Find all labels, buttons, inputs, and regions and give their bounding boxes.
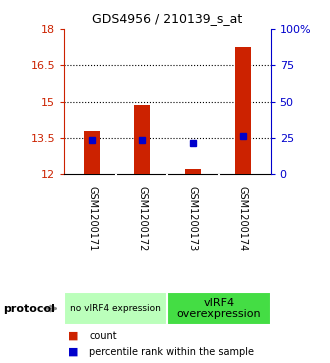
Text: ■: ■ [68,347,78,357]
Text: protocol: protocol [3,303,55,314]
Title: GDS4956 / 210139_s_at: GDS4956 / 210139_s_at [92,12,243,25]
Text: GSM1200174: GSM1200174 [238,186,248,251]
Text: percentile rank within the sample: percentile rank within the sample [89,347,254,357]
Text: no vIRF4 expression: no vIRF4 expression [71,304,161,313]
Text: count: count [89,331,117,341]
Bar [84,131,100,174]
Bar [235,47,251,174]
Text: ■: ■ [68,331,78,341]
Text: GSM1200172: GSM1200172 [137,186,147,252]
Bar [64,292,168,325]
Bar [184,170,201,174]
Bar [134,105,150,174]
Text: GSM1200171: GSM1200171 [87,186,97,251]
Text: vIRF4
overexpression: vIRF4 overexpression [177,298,261,319]
Bar [168,292,271,325]
Text: GSM1200173: GSM1200173 [188,186,198,251]
